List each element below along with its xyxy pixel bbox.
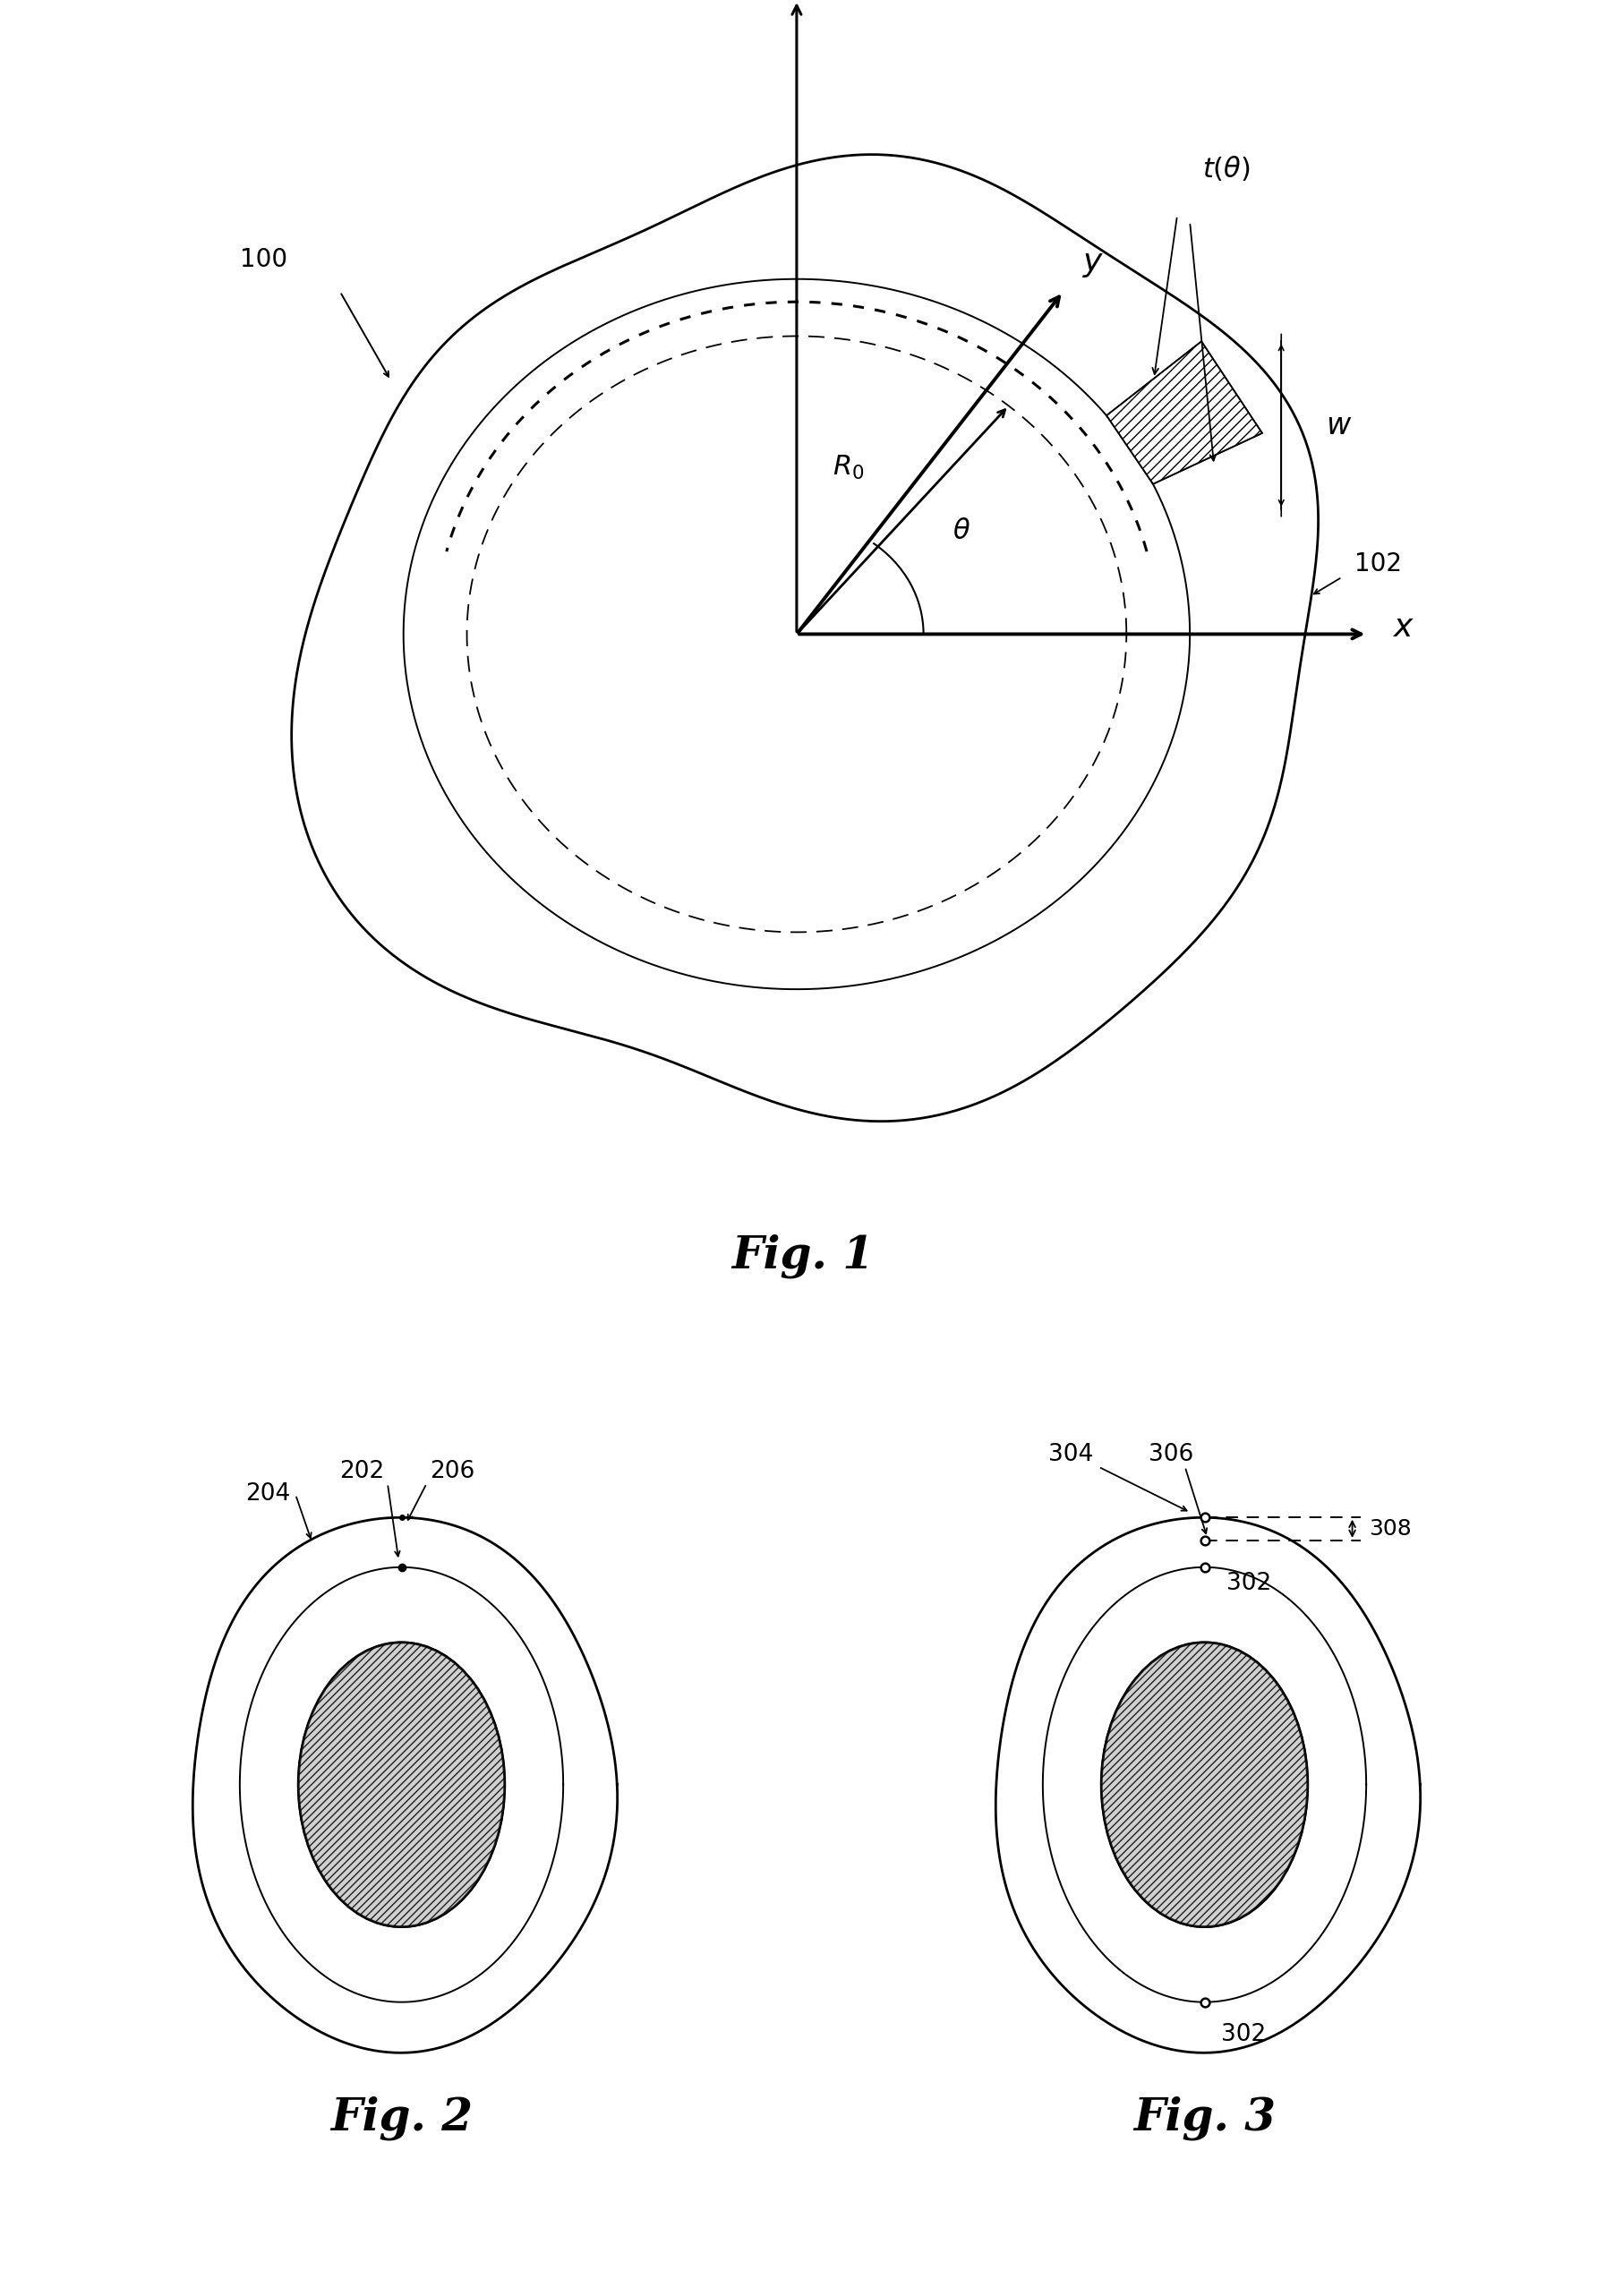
Text: Fig. 1: Fig. 1 [732, 1235, 874, 1279]
Ellipse shape [299, 1642, 504, 1926]
Text: 308: 308 [1368, 1518, 1412, 1538]
Text: $t(\theta)$: $t(\theta)$ [1203, 154, 1251, 184]
Ellipse shape [299, 1642, 504, 1926]
Text: 302: 302 [1221, 2023, 1266, 2046]
Text: 100: 100 [241, 246, 287, 271]
Text: Fig. 2: Fig. 2 [331, 2096, 472, 2140]
Text: 102: 102 [1355, 551, 1402, 576]
Text: 304: 304 [1049, 1444, 1094, 1467]
Ellipse shape [1102, 1642, 1307, 1926]
Text: 206: 206 [429, 1460, 474, 1483]
Text: $w$: $w$ [1325, 411, 1352, 441]
Text: $R_0$: $R_0$ [834, 455, 864, 482]
Text: Fig. 3: Fig. 3 [1134, 2096, 1275, 2140]
Text: $x$: $x$ [1392, 613, 1415, 643]
Polygon shape [1107, 342, 1262, 484]
Text: 202: 202 [340, 1460, 385, 1483]
Text: $y$: $y$ [1082, 248, 1105, 280]
Text: 302: 302 [1227, 1570, 1272, 1596]
Text: $\theta$: $\theta$ [952, 519, 970, 544]
Ellipse shape [1102, 1642, 1307, 1926]
Text: 306: 306 [1148, 1444, 1193, 1467]
Text: 204: 204 [246, 1483, 291, 1506]
